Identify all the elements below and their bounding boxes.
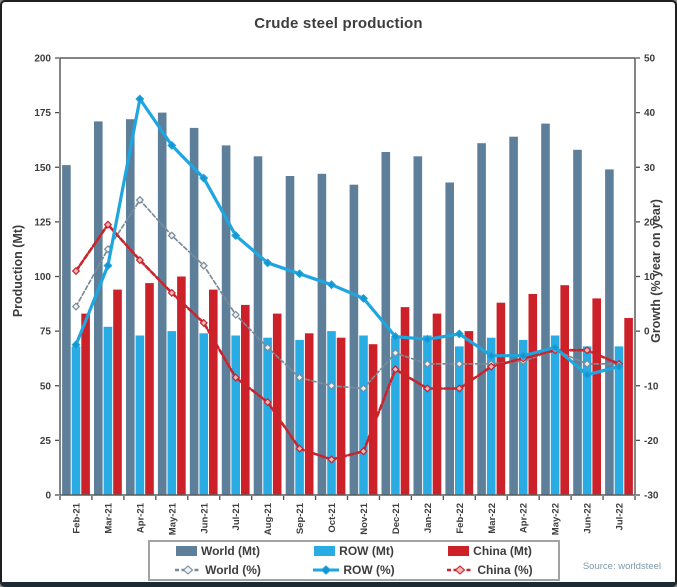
svg-text:Jan-22: Jan-22 bbox=[423, 503, 434, 533]
svg-text:Feb-21: Feb-21 bbox=[72, 502, 83, 533]
svg-text:150: 150 bbox=[34, 163, 51, 174]
svg-text:Oct-21: Oct-21 bbox=[327, 502, 338, 532]
legend-item-world-mt: World (Mt) bbox=[175, 544, 261, 559]
legend-label: World (Mt) bbox=[200, 544, 261, 559]
svg-text:May-22: May-22 bbox=[551, 503, 562, 535]
svg-text:May-21: May-21 bbox=[167, 502, 178, 535]
svg-text:50: 50 bbox=[644, 54, 656, 65]
svg-text:30: 30 bbox=[644, 163, 656, 174]
svg-text:Apr-21: Apr-21 bbox=[135, 502, 146, 533]
svg-text:10: 10 bbox=[644, 272, 656, 283]
world-bar-swatch-icon bbox=[175, 546, 197, 557]
svg-text:-10: -10 bbox=[644, 381, 659, 392]
svg-text:Jun-21: Jun-21 bbox=[199, 502, 210, 533]
svg-text:25: 25 bbox=[40, 436, 52, 447]
svg-text:0: 0 bbox=[45, 491, 51, 502]
svg-text:-20: -20 bbox=[644, 436, 659, 447]
svg-text:0: 0 bbox=[644, 327, 650, 338]
svg-text:Feb-22: Feb-22 bbox=[455, 503, 466, 534]
svg-text:-30: -30 bbox=[644, 491, 659, 502]
svg-text:Sep-21: Sep-21 bbox=[295, 502, 306, 534]
world-line-swatch-icon bbox=[175, 564, 202, 576]
legend-item-row-pct: ROW (%) bbox=[313, 562, 395, 577]
svg-text:40: 40 bbox=[644, 108, 656, 119]
svg-text:20: 20 bbox=[644, 217, 656, 228]
svg-text:Dec-21: Dec-21 bbox=[391, 502, 402, 534]
svg-text:200: 200 bbox=[34, 54, 51, 65]
source-caption: Source: worldsteel bbox=[582, 561, 661, 572]
svg-text:125: 125 bbox=[34, 217, 51, 228]
legend-label: China (Mt) bbox=[473, 544, 532, 559]
china-bar-swatch-icon bbox=[448, 546, 470, 557]
legend-item-china-mt: China (Mt) bbox=[448, 544, 532, 558]
svg-text:Jul-22: Jul-22 bbox=[615, 503, 626, 530]
legend-label: ROW (Mt) bbox=[339, 544, 394, 559]
svg-text:Aug-21: Aug-21 bbox=[263, 502, 274, 535]
legend-label: World (%) bbox=[205, 562, 261, 577]
svg-text:Mar-21: Mar-21 bbox=[103, 502, 114, 533]
svg-text:Nov-21: Nov-21 bbox=[359, 502, 370, 534]
svg-text:50: 50 bbox=[40, 381, 52, 392]
legend-item-row-mt: ROW (Mt) bbox=[314, 544, 394, 558]
row-bar-swatch-icon bbox=[314, 546, 336, 557]
row-line-swatch-icon bbox=[313, 564, 340, 576]
legend-label: ROW (%) bbox=[343, 562, 395, 577]
svg-text:Mar-22: Mar-22 bbox=[487, 503, 498, 534]
chart-title: Crude steel production bbox=[254, 15, 423, 32]
legend-item-china-pct: China (%) bbox=[447, 562, 533, 577]
svg-text:Jul-21: Jul-21 bbox=[231, 502, 242, 530]
legend-item-world-pct: World (%) bbox=[175, 563, 261, 577]
chart-legend: World (Mt) ROW (Mt) China (Mt) World (%)… bbox=[148, 540, 560, 581]
legend-label: China (%) bbox=[477, 562, 533, 577]
svg-text:175: 175 bbox=[34, 108, 51, 119]
svg-text:Jun-22: Jun-22 bbox=[583, 503, 594, 534]
china-line-swatch-icon bbox=[447, 564, 474, 576]
svg-text:75: 75 bbox=[40, 327, 52, 338]
svg-text:100: 100 bbox=[34, 272, 51, 283]
svg-text:Apr-22: Apr-22 bbox=[519, 503, 530, 533]
